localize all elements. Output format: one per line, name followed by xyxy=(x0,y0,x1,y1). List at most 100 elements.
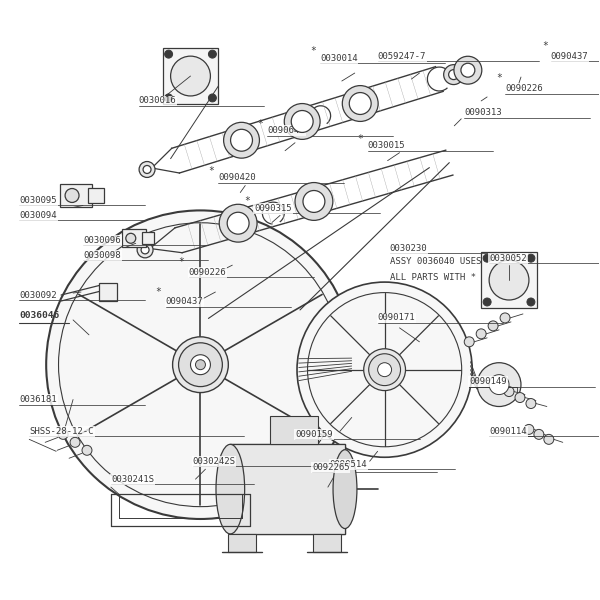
Circle shape xyxy=(65,188,79,202)
Circle shape xyxy=(295,182,333,220)
Circle shape xyxy=(454,56,482,84)
Text: *: * xyxy=(257,119,263,129)
Text: *: * xyxy=(542,41,548,51)
Circle shape xyxy=(534,430,544,439)
Circle shape xyxy=(46,211,355,519)
Text: 0030052: 0030052 xyxy=(489,254,527,263)
Circle shape xyxy=(464,337,474,347)
Text: 0090226: 0090226 xyxy=(188,268,226,277)
Bar xyxy=(230,445,345,534)
Circle shape xyxy=(219,204,257,242)
Circle shape xyxy=(449,70,458,80)
Circle shape xyxy=(489,260,529,300)
Ellipse shape xyxy=(333,450,357,529)
Circle shape xyxy=(173,337,229,392)
Text: 0030092: 0030092 xyxy=(19,290,57,299)
Circle shape xyxy=(170,56,211,96)
Bar xyxy=(481,252,537,308)
Circle shape xyxy=(291,110,313,133)
Circle shape xyxy=(70,437,80,448)
Circle shape xyxy=(284,104,320,139)
Circle shape xyxy=(515,392,525,403)
Text: *: * xyxy=(155,287,161,297)
Bar xyxy=(313,534,341,552)
Circle shape xyxy=(179,343,223,386)
Circle shape xyxy=(443,65,464,85)
Bar xyxy=(142,232,154,244)
Circle shape xyxy=(364,349,406,391)
Text: 0030015: 0030015 xyxy=(368,141,406,150)
Text: 0090313: 0090313 xyxy=(464,109,502,118)
Circle shape xyxy=(141,246,149,254)
Bar xyxy=(60,184,92,208)
Bar xyxy=(122,229,146,247)
Circle shape xyxy=(461,63,475,77)
Text: 0030230: 0030230 xyxy=(389,244,427,253)
Circle shape xyxy=(477,363,521,407)
Circle shape xyxy=(544,434,554,445)
Circle shape xyxy=(476,329,486,339)
Bar xyxy=(270,416,318,445)
Text: 0030016: 0030016 xyxy=(139,97,176,106)
Bar xyxy=(88,188,104,203)
Text: *: * xyxy=(179,257,184,267)
Ellipse shape xyxy=(216,445,245,534)
Circle shape xyxy=(483,254,491,262)
Text: 0059247-7: 0059247-7 xyxy=(377,52,426,61)
Text: 0090149: 0090149 xyxy=(469,377,507,386)
Text: 0090437: 0090437 xyxy=(551,52,589,61)
Text: 0030094: 0030094 xyxy=(19,211,57,220)
Text: 0090649: 0090649 xyxy=(267,126,305,135)
Text: *: * xyxy=(310,46,316,56)
Text: *: * xyxy=(358,134,364,144)
Circle shape xyxy=(208,50,217,58)
Text: 0090226: 0090226 xyxy=(505,85,542,94)
Circle shape xyxy=(524,424,534,434)
Circle shape xyxy=(526,398,536,409)
Bar xyxy=(163,48,218,104)
Circle shape xyxy=(208,94,217,102)
Text: *: * xyxy=(496,73,502,83)
Text: 0030014: 0030014 xyxy=(320,53,358,62)
Circle shape xyxy=(224,122,259,158)
Circle shape xyxy=(483,298,491,306)
Circle shape xyxy=(489,374,509,395)
Circle shape xyxy=(230,129,253,151)
Circle shape xyxy=(343,86,378,121)
Text: 0090114: 0090114 xyxy=(489,427,527,436)
Bar xyxy=(230,445,345,534)
Circle shape xyxy=(377,363,392,377)
Text: *: * xyxy=(244,196,250,206)
Circle shape xyxy=(196,360,205,370)
Circle shape xyxy=(349,92,371,115)
Text: 0092265: 0092265 xyxy=(312,463,350,472)
Circle shape xyxy=(191,355,211,374)
Text: 0090420: 0090420 xyxy=(218,173,256,182)
Circle shape xyxy=(504,386,514,397)
Text: 0030096: 0030096 xyxy=(83,236,121,245)
Circle shape xyxy=(527,254,535,262)
Text: 0090514: 0090514 xyxy=(330,460,367,469)
Circle shape xyxy=(137,242,153,258)
Text: 0030095: 0030095 xyxy=(19,196,57,205)
Circle shape xyxy=(488,321,498,331)
Text: 0030241S: 0030241S xyxy=(111,475,154,484)
Circle shape xyxy=(143,166,151,173)
Circle shape xyxy=(164,94,173,102)
Circle shape xyxy=(164,50,173,58)
Circle shape xyxy=(368,354,401,386)
Text: 0030098: 0030098 xyxy=(83,251,121,260)
Circle shape xyxy=(500,313,510,323)
Text: 0090171: 0090171 xyxy=(377,313,415,322)
Circle shape xyxy=(58,430,68,439)
Text: 0090437: 0090437 xyxy=(166,298,203,307)
Circle shape xyxy=(59,223,343,506)
Text: ASSY 0036040 USES: ASSY 0036040 USES xyxy=(389,257,481,266)
Circle shape xyxy=(227,212,249,234)
Circle shape xyxy=(308,293,461,447)
Text: 0036046: 0036046 xyxy=(19,311,59,320)
Bar xyxy=(99,283,117,301)
Text: 0090315: 0090315 xyxy=(254,204,292,213)
Circle shape xyxy=(82,445,92,455)
Text: SHSS-28-12-C: SHSS-28-12-C xyxy=(29,427,94,436)
